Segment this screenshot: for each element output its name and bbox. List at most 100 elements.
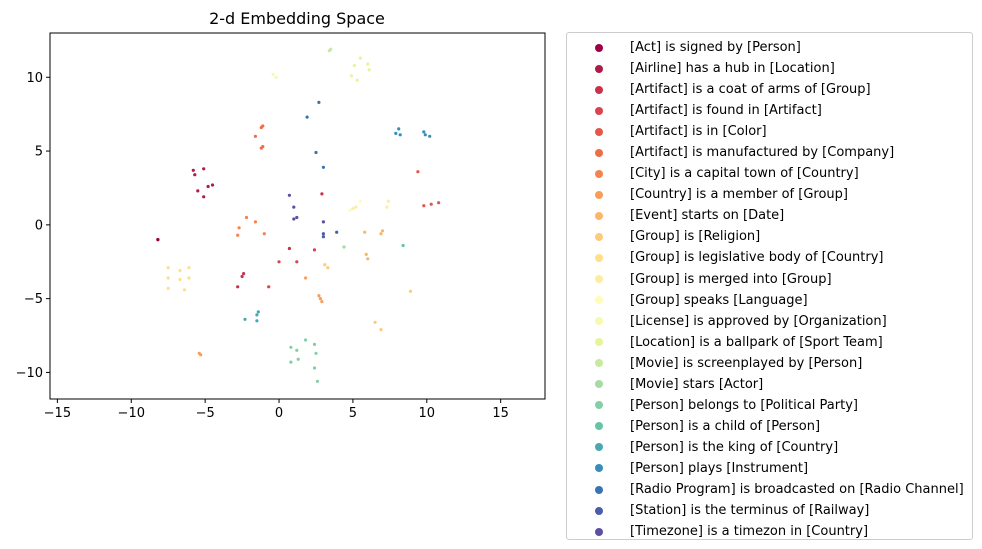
legend-label: [License] is approved by [Organization]	[630, 313, 887, 329]
legend-item: [Country] is a member of [Group]	[567, 184, 972, 205]
legend-label: [Country] is a member of [Group]	[630, 187, 848, 203]
scatter-point	[262, 232, 266, 236]
legend-marker-icon	[595, 106, 603, 115]
x-tick-label: 5	[349, 406, 357, 421]
legend-marker-icon	[595, 401, 603, 410]
scatter-point	[271, 72, 275, 76]
legend-item: [Artifact] is found in [Artifact]	[567, 100, 972, 121]
scatter-point	[156, 238, 160, 242]
legend-label: [Group] speaks [Language]	[630, 292, 808, 308]
scatter-point	[244, 215, 249, 220]
scatter-point	[256, 310, 260, 314]
scatter-point	[366, 257, 370, 261]
scatter-point	[363, 230, 367, 234]
scatter-point	[312, 342, 317, 346]
scatter-point	[166, 266, 170, 270]
scatter-point	[274, 75, 278, 79]
scatter-point	[314, 150, 318, 155]
legend-label: [Movie] stars [Actor]	[630, 376, 764, 392]
legend-label: [Artifact] is a coat of arms of [Group]	[630, 82, 871, 98]
scatter-point	[401, 243, 405, 248]
legend-item: [Group] is merged into [Group]	[567, 269, 972, 290]
legend-marker-icon	[595, 485, 603, 494]
scatter-point	[237, 226, 241, 230]
legend-marker-icon	[595, 253, 603, 262]
scatter-point	[379, 328, 383, 332]
legend-marker-icon	[595, 64, 603, 73]
legend-marker-icon	[595, 169, 603, 178]
scatter-point	[236, 285, 240, 289]
scatter-point	[253, 220, 257, 224]
scatter-point	[178, 277, 182, 282]
legend-marker-icon	[595, 190, 603, 199]
legend-item: [Movie] stars [Actor]	[567, 374, 972, 395]
scatter-point	[295, 348, 299, 352]
scatter-point	[366, 62, 370, 66]
legend-item: [Airline] has a hub in [Location]	[567, 58, 972, 79]
legend-label: [Group] is merged into [Group]	[630, 271, 832, 287]
scatter-point	[416, 170, 420, 174]
scatter-point	[199, 353, 203, 357]
legend-label: [Station] is the terminus of [Railway]	[630, 503, 870, 519]
scatter-point	[317, 100, 321, 104]
scatter-point	[352, 63, 356, 68]
scatter-point	[202, 167, 206, 171]
scatter-point	[385, 205, 389, 209]
chart-title: 2-d Embedding Space	[209, 9, 385, 28]
legend-item: [Person] belongs to [Political Party]	[567, 395, 972, 416]
scatter-point	[422, 130, 426, 134]
scatter-point	[191, 168, 195, 172]
scatter-point	[315, 379, 319, 383]
scatter-point	[354, 205, 358, 209]
legend-item: [Location] is a ballpark of [Sport Team]	[567, 332, 972, 353]
scatter-point	[289, 360, 293, 364]
legend-item: [Movie] is screenplayed by [Person]	[567, 353, 972, 374]
scatter-point	[242, 272, 246, 276]
legend-item: [Event] starts on [Date]	[567, 205, 972, 226]
scatter-point	[261, 124, 265, 128]
scatter-chart: 2-d Embedding Space −15 −10 −5 0 5 10 15 −10 −5…	[16, 9, 546, 421]
x-tick-label: 10	[419, 406, 436, 421]
x-tick-label: 0	[275, 406, 283, 421]
scatter-point	[323, 263, 327, 267]
scatter-point	[422, 204, 426, 208]
scatter-point	[314, 351, 318, 355]
y-tick-label: −5	[24, 292, 43, 307]
scatter-point	[253, 134, 257, 138]
legend-item: [Group] is legislative body of [Country]	[567, 247, 972, 268]
scatter-point	[292, 217, 296, 221]
legend-item: [Person] is a child of [Person]	[567, 416, 972, 437]
legend-label: [Radio Program] is broadcasted on [Radio…	[630, 482, 964, 497]
scatter-point	[358, 56, 362, 60]
legend-item: [Radio Program] is broadcasted on [Radio…	[567, 479, 972, 500]
legend: [Act] is signed by [Person] [Airline] has…	[566, 32, 973, 540]
scatter-point	[348, 208, 352, 212]
legend-label: [Group] is legislative body of [Country]	[630, 250, 884, 266]
y-tick-label: 5	[35, 145, 43, 160]
legend-item: [Artifact] is a coat of arms of [Group]	[567, 79, 972, 100]
scatter-point	[267, 285, 271, 289]
scatter-point	[243, 317, 247, 321]
legend-marker-icon	[595, 443, 603, 452]
legend-marker-icon	[595, 275, 603, 284]
scatter-point	[166, 286, 170, 290]
legend-label: [Person] is the king of [Country]	[630, 439, 839, 455]
legend-item: [Timezone] is a timezon in [Country]	[567, 521, 972, 542]
legend-label: [Act] is signed by [Person]	[630, 40, 801, 56]
scatter-point	[317, 294, 321, 298]
legend-label: [Artifact] is found in [Artifact]	[630, 103, 822, 119]
scatter-point	[408, 289, 413, 293]
x-tick-label: −15	[44, 406, 71, 421]
y-tick-label: 10	[26, 71, 43, 86]
scatter-point	[386, 199, 390, 203]
legend-label: [City] is a capital town of [Country]	[630, 166, 859, 182]
scatter-point	[259, 146, 263, 150]
scatter-point	[320, 300, 324, 304]
legend-item: [Artifact] is manufactured by [Company]	[567, 142, 972, 163]
scatter-point	[379, 232, 383, 236]
scatter-point	[320, 192, 324, 196]
legend-marker-icon	[595, 464, 603, 473]
legend-label: [Person] belongs to [Political Party]	[630, 397, 858, 413]
legend-item: [Act] is signed by [Person]	[567, 37, 972, 58]
scatter-point	[202, 195, 206, 199]
